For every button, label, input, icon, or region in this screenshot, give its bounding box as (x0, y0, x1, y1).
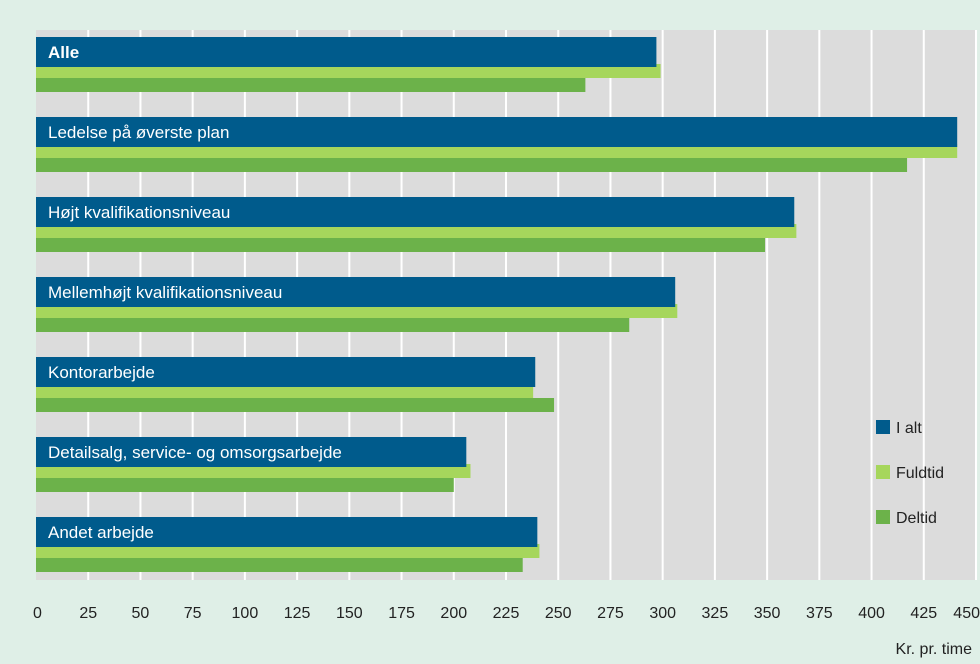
bar-i-alt (36, 517, 538, 547)
x-tick-label: 150 (336, 605, 363, 622)
bars (36, 37, 958, 572)
x-tick-label: 75 (184, 605, 202, 622)
category-label: Mellemhøjt kvalifikationsniveau (48, 283, 282, 302)
x-tick-label: 275 (597, 605, 624, 622)
x-tick-label: 100 (232, 605, 259, 622)
category-label: Ledelse på øverste plan (48, 123, 229, 142)
x-tick-label: 200 (440, 605, 467, 622)
category-label: Alle (48, 43, 79, 62)
x-tick-label: 425 (910, 605, 937, 622)
bar-fuldtid (36, 144, 958, 158)
bar-deltid (36, 558, 523, 572)
x-tick-label: 125 (284, 605, 311, 622)
bar-fuldtid (36, 544, 540, 558)
bar-deltid (36, 78, 586, 92)
x-tick-label: 300 (649, 605, 676, 622)
bar-fuldtid (36, 384, 534, 398)
category-label: Højt kvalifikationsniveau (48, 203, 230, 222)
category-label: Andet arbejde (48, 523, 154, 542)
x-tick-label: 250 (545, 605, 572, 622)
bar-i-alt (36, 117, 958, 147)
x-tick-label: 325 (702, 605, 729, 622)
bar-deltid (36, 478, 454, 492)
legend-label: Deltid (896, 510, 937, 527)
legend-swatch (876, 465, 890, 479)
bar-i-alt (36, 277, 676, 307)
bar-deltid (36, 158, 908, 172)
category-label: Kontorarbejde (48, 363, 155, 382)
x-tick-label: 25 (79, 605, 97, 622)
x-tick-label: 400 (858, 605, 885, 622)
legend-label: I alt (896, 420, 922, 437)
x-tick-label: 0 (33, 605, 42, 622)
bar-i-alt (36, 437, 467, 467)
bar-i-alt (36, 197, 795, 227)
x-tick-label: 375 (806, 605, 833, 622)
bar-deltid (36, 318, 630, 332)
x-tick-label: 350 (754, 605, 781, 622)
bar-fuldtid (36, 64, 661, 78)
bar-fuldtid (36, 224, 797, 238)
bar-deltid (36, 398, 555, 412)
legend-swatch (876, 420, 890, 434)
x-tick-label: 225 (493, 605, 520, 622)
x-axis-label: Kr. pr. time (896, 641, 973, 658)
bar-i-alt (36, 357, 536, 387)
x-tick-label: 50 (132, 605, 150, 622)
bar-fuldtid (36, 304, 678, 318)
x-tick-label: 450 (953, 605, 980, 622)
category-label: Detailsalg, service- og omsorgsarbejde (48, 443, 342, 462)
bar-deltid (36, 238, 766, 252)
legend-swatch (876, 510, 890, 524)
legend: I alt Fuldtid Deltid (876, 420, 944, 527)
legend-label: Fuldtid (896, 465, 944, 482)
bar-i-alt (36, 37, 657, 67)
x-axis-ticks: 0 25 50 75 100 125 150 175 200 225 250 275 300 325 350… (33, 605, 980, 622)
category-labels: Alle Ledelse på øverste plan Højt kvalifik… (48, 43, 342, 542)
bar-fuldtid (36, 464, 471, 478)
x-tick-label: 175 (388, 605, 415, 622)
